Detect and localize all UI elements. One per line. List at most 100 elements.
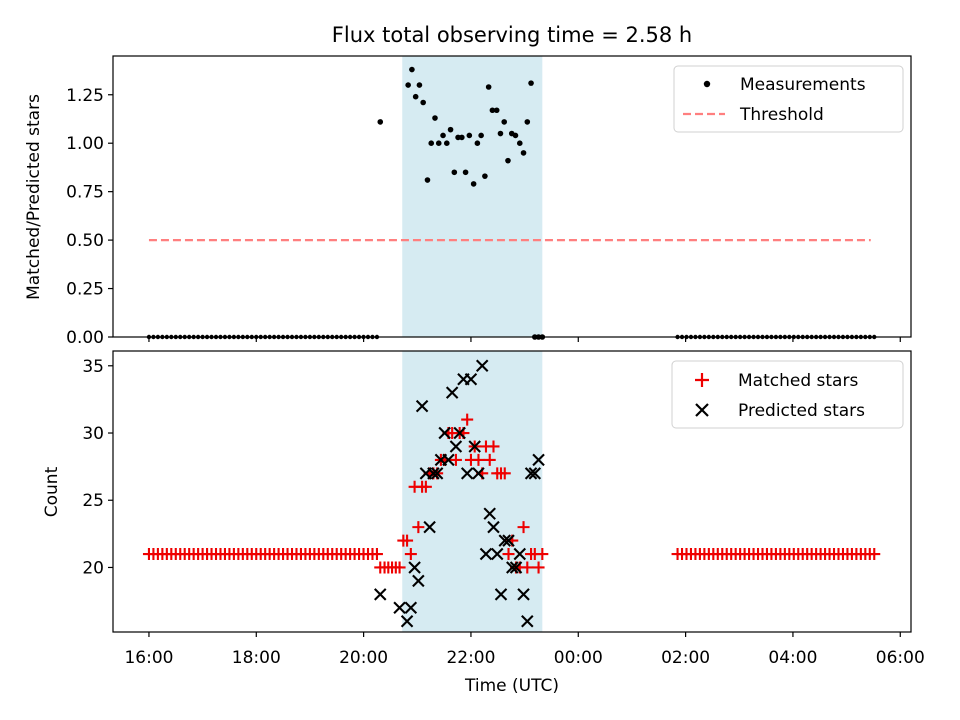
matched-point [449, 453, 462, 466]
bottom-legend: Matched stars Predicted stars [671, 360, 904, 429]
bottom-x-tick-label: 00:00 [554, 648, 603, 668]
matched-point [461, 413, 474, 426]
predicted-point [453, 426, 466, 440]
legend-marker-matched [695, 373, 709, 387]
measurement-point [520, 150, 527, 156]
measurement-point [505, 157, 511, 164]
measurement-point [489, 107, 496, 114]
measurement-point [512, 132, 519, 139]
legend-marker-measurements [703, 80, 711, 88]
matched-point [521, 561, 534, 574]
predicted-point [472, 467, 485, 480]
measurement-point [409, 66, 415, 73]
predicted-point [475, 359, 489, 373]
predicted-point [506, 561, 519, 574]
measurement-point [478, 132, 484, 139]
predicted-points [374, 359, 545, 628]
matched-point [502, 548, 515, 561]
measurement-point [428, 140, 435, 147]
predicted-point [404, 601, 418, 615]
predicted-point [464, 372, 478, 386]
top-axes-frame [112, 55, 912, 338]
measurement-point [420, 99, 426, 106]
matched-run-point [370, 548, 383, 561]
measurement-point [474, 140, 481, 147]
bottom-x-ticks: 16:00 18:00 20:00 22:00 00:00 02:00 04:00 06:00 [124, 632, 925, 668]
predicted-point [412, 574, 425, 588]
measurement-point [416, 82, 423, 88]
predicted-point [408, 561, 421, 574]
matched-point [536, 548, 549, 561]
measurement-point [497, 130, 504, 137]
bottom-x-tick-label: 06:00 [876, 648, 925, 668]
matched-point [498, 467, 511, 480]
bottom-x-tick-label: 18:00 [232, 648, 281, 668]
predicted-point [374, 588, 387, 601]
measurement-point [485, 84, 492, 90]
predicted-point [483, 507, 496, 520]
matched-point [517, 521, 530, 534]
predicted-point [423, 520, 436, 534]
measurement-point [412, 93, 419, 100]
predicted-point [427, 467, 440, 480]
measurement-point [462, 169, 469, 176]
measurement-point [493, 107, 500, 114]
measurement-point [459, 134, 465, 141]
measurement-point [424, 177, 431, 183]
matched-run-point [868, 548, 881, 561]
matched-point [472, 453, 485, 466]
legend-label-predicted: Predicted stars [738, 401, 865, 421]
predicted-point [517, 588, 530, 601]
bottom-x-tick-label: 16:00 [124, 648, 173, 668]
measurement-point [466, 132, 473, 139]
predicted-point [532, 453, 545, 467]
predicted-point [445, 386, 459, 399]
top-y-tick-label: 0.50 [66, 231, 104, 251]
predicted-point [513, 547, 527, 561]
top-panel: 0.00 0.25 0.50 0.75 1.00 1.25 Matched/Predict… [24, 55, 912, 348]
measurement-point [516, 140, 523, 147]
predicted-point [494, 588, 508, 601]
measurement-point [524, 119, 531, 125]
predicted-point [460, 467, 474, 480]
predicted-point [490, 547, 504, 561]
bottom-shaded-region [402, 351, 543, 632]
predicted-point [509, 561, 523, 574]
predicted-point [438, 426, 451, 440]
predicted-point [449, 440, 463, 453]
predicted-point [521, 615, 534, 628]
legend-label-measurements: Measurements [740, 75, 866, 95]
matched-point [393, 561, 406, 574]
matched-point [419, 480, 432, 493]
matched-run-layer [142, 548, 881, 561]
bottom-x-tick-label: 20:00 [339, 648, 388, 668]
predicted-point [502, 534, 515, 547]
bottom-x-tick-label: 22:00 [446, 648, 495, 668]
top-y-label: Matched/Predicted stars [24, 94, 44, 300]
measurement-points [377, 66, 546, 340]
predicted-point [442, 453, 455, 467]
top-legend: Measurements Threshold [673, 65, 904, 133]
legend-label-matched: Matched stars [738, 371, 858, 391]
predicted-point [468, 440, 481, 453]
bottom-panel: 20 25 30 35 16:00 18:00 20:00 22:00 00:00 02:00 0… [42, 350, 925, 696]
predicted-point [479, 547, 493, 561]
measurement-point [470, 181, 477, 187]
bottom-x-label: Time (UTC) [464, 676, 559, 696]
bottom-axes-frame [112, 350, 912, 633]
measurement-point [435, 140, 442, 147]
top-y-tick-label: 0.75 [66, 183, 104, 203]
bottom-x-tick-label: 02:00 [661, 648, 710, 668]
measurement-point [501, 119, 508, 125]
predicted-point [498, 534, 511, 547]
measurement-point [405, 82, 411, 88]
predicted-point [415, 399, 429, 413]
top-x-ticks [148, 337, 901, 342]
bottom-x-tick-label: 04:00 [768, 648, 817, 668]
matched-point [404, 548, 417, 561]
bottom-y-tick-label: 35 [82, 357, 104, 377]
bottom-legend-frame [671, 360, 904, 429]
predicted-point [528, 467, 542, 480]
top-y-tick-label: 1.25 [66, 86, 104, 106]
matched-point [401, 534, 414, 547]
